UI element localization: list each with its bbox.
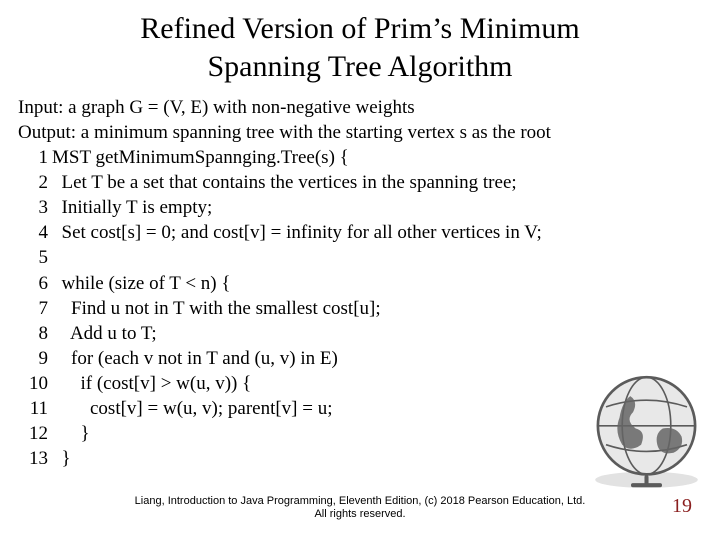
line-number: 8 bbox=[18, 321, 52, 346]
line-number: 1 bbox=[18, 145, 52, 170]
footer-line-2: All rights reserved. bbox=[314, 508, 405, 520]
globe-icon bbox=[579, 361, 714, 496]
code-line: 8 Add u to T; bbox=[18, 321, 702, 346]
code-line: 6 while (size of T < n) { bbox=[18, 271, 702, 296]
line-number: 9 bbox=[18, 346, 52, 371]
code-text: Find u not in T with the smallest cost[u… bbox=[52, 296, 381, 321]
code-text: } bbox=[52, 421, 90, 446]
input-line: Input: a graph G = (V, E) with non-negat… bbox=[18, 95, 702, 120]
output-line: Output: a minimum spanning tree with the… bbox=[18, 120, 702, 145]
title-line-1: Refined Version of Prim’s Minimum bbox=[140, 12, 579, 45]
line-number: 2 bbox=[18, 170, 52, 195]
line-number: 5 bbox=[18, 245, 52, 270]
slide: Refined Version of Prim’s Minimum Spanni… bbox=[0, 0, 720, 540]
code-text: if (cost[v] > w(u, v)) { bbox=[52, 371, 251, 396]
footer-line-1: Liang, Introduction to Java Programming,… bbox=[135, 495, 586, 507]
code-text: cost[v] = w(u, v); parent[v] = u; bbox=[52, 396, 333, 421]
line-number: 3 bbox=[18, 195, 52, 220]
line-number: 11 bbox=[18, 396, 52, 421]
line-number: 12 bbox=[18, 421, 52, 446]
code-line: 1MST getMinimumSpannging.Tree(s) { bbox=[18, 145, 702, 170]
line-number: 13 bbox=[18, 446, 52, 471]
code-text: for (each v not in T and (u, v) in E) bbox=[52, 346, 338, 371]
line-number: 6 bbox=[18, 271, 52, 296]
line-number: 4 bbox=[18, 220, 52, 245]
code-line: 7 Find u not in T with the smallest cost… bbox=[18, 296, 702, 321]
code-text: while (size of T < n) { bbox=[52, 271, 231, 296]
code-line: 3 Initially T is empty; bbox=[18, 195, 702, 220]
footer: Liang, Introduction to Java Programming,… bbox=[0, 495, 720, 523]
code-text: } bbox=[52, 446, 71, 471]
slide-title: Refined Version of Prim’s Minimum Spanni… bbox=[0, 0, 720, 91]
code-line: 2 Let T be a set that contains the verti… bbox=[18, 170, 702, 195]
code-text: Set cost[s] = 0; and cost[v] = infinity … bbox=[52, 220, 542, 245]
code-text: Initially T is empty; bbox=[52, 195, 212, 220]
code-line: 5 bbox=[18, 245, 702, 270]
code-text: Let T be a set that contains the vertice… bbox=[52, 170, 517, 195]
line-number: 7 bbox=[18, 296, 52, 321]
code-line: 4 Set cost[s] = 0; and cost[v] = infinit… bbox=[18, 220, 702, 245]
code-text: Add u to T; bbox=[52, 321, 157, 346]
page-number: 19 bbox=[672, 495, 692, 518]
line-number: 10 bbox=[18, 371, 52, 396]
code-text: MST getMinimumSpannging.Tree(s) { bbox=[52, 145, 349, 170]
title-line-2: Spanning Tree Algorithm bbox=[207, 50, 512, 83]
